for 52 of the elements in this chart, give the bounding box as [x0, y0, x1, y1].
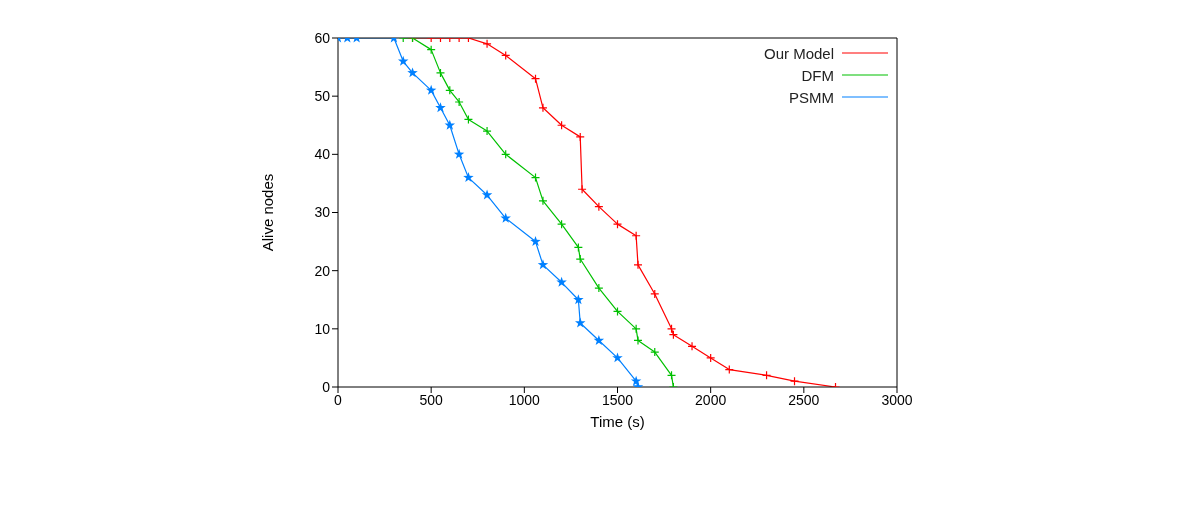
point [538, 196, 548, 206]
point [556, 276, 567, 287]
point [575, 254, 585, 264]
point [530, 236, 541, 247]
point [407, 67, 418, 78]
point [482, 39, 492, 49]
point [537, 259, 549, 270]
point [631, 324, 641, 334]
point [463, 172, 474, 183]
point [575, 132, 585, 142]
y-tick-label: 20 [314, 262, 331, 279]
y-tick-label: 40 [314, 146, 331, 163]
y-tick-label: 50 [314, 88, 331, 105]
x-axis-title: Time (s) [590, 413, 645, 430]
x-tick-label: 2500 [788, 391, 820, 408]
point [557, 219, 567, 229]
point [687, 341, 697, 351]
point [612, 219, 623, 229]
point [631, 231, 641, 241]
point [577, 184, 587, 194]
point [612, 352, 623, 363]
point [650, 289, 660, 299]
y-tick-label: 10 [314, 320, 331, 337]
point [633, 260, 643, 270]
point [594, 202, 604, 212]
point [435, 68, 446, 78]
y-axis-title: Alive nodes [259, 173, 277, 252]
x-tick-label: 0 [334, 391, 343, 408]
point [454, 97, 464, 107]
point [481, 189, 493, 200]
point [706, 353, 716, 363]
point [633, 335, 643, 346]
x-tick-label: 500 [419, 391, 444, 408]
y-tick-label: 0 [322, 378, 331, 395]
point [594, 283, 604, 293]
legend-label: Our Model [763, 44, 834, 62]
point [482, 126, 492, 136]
x-tick-label: 1000 [508, 391, 541, 408]
point [575, 317, 586, 328]
point [538, 103, 548, 113]
point [573, 294, 584, 305]
y-tick-label: 60 [314, 29, 331, 46]
x-tick-label: 1500 [601, 391, 634, 408]
point [650, 347, 660, 357]
y-tick-label: 30 [314, 204, 331, 221]
point [500, 212, 511, 223]
x-tick-label: 2000 [695, 391, 727, 408]
point [444, 119, 456, 130]
point [435, 102, 446, 113]
x-tick-label: 3000 [881, 391, 913, 408]
legend-label: DFM [801, 66, 834, 84]
legend-label: PSMM [789, 88, 834, 106]
